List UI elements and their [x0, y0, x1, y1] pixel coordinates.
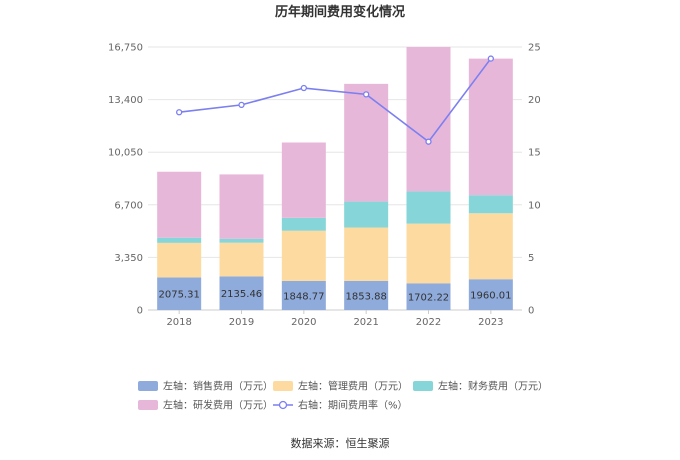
x-tick-label: 2021 — [353, 317, 378, 328]
bar-segment-0 — [344, 280, 389, 310]
legend-label: 左轴：财务费用（万元） — [438, 380, 548, 393]
rate-point — [176, 109, 183, 116]
rate-point — [300, 84, 307, 92]
chart-title: 历年期间费用变化情况 — [275, 4, 405, 20]
bar-segment-0 — [281, 280, 326, 310]
bar-series — [157, 46, 513, 310]
right-tick-label: 5 — [528, 253, 534, 264]
bar-segment-2 — [219, 238, 264, 243]
bar-segment-3 — [281, 142, 326, 218]
bar-segment-2 — [157, 237, 202, 243]
bar-segment-2 — [468, 195, 513, 214]
bar-segment-3 — [219, 174, 264, 239]
rate-line — [179, 58, 492, 143]
legend-label: 左轴：销售费用（万元） — [163, 380, 273, 393]
left-tick-label: 10,050 — [108, 148, 143, 159]
x-tick-label: 2019 — [229, 317, 254, 328]
legend-swatch — [138, 381, 158, 391]
rate-line-series — [176, 55, 494, 145]
legend-swatch — [413, 381, 433, 391]
rate-point — [363, 91, 370, 98]
left-tick-label: 13,400 — [108, 95, 143, 106]
bar-segment-3 — [157, 171, 202, 238]
bar-segment-0 — [157, 277, 202, 310]
left-tick-label: 16,750 — [108, 43, 143, 54]
bar-value-label: 1848.77 — [283, 291, 324, 302]
bar-segment-0 — [219, 276, 264, 310]
legend-label: 左轴：研发费用（万元） — [163, 399, 273, 412]
bar-segment-1 — [344, 227, 389, 281]
legend-swatch — [273, 381, 293, 391]
legend-label: 左轴：管理费用（万元） — [298, 380, 408, 393]
bar-value-label: 1960.01 — [470, 291, 511, 302]
rate-point — [487, 55, 494, 62]
left-tick-label: 3,350 — [114, 253, 143, 264]
bar-value-label: 2135.46 — [221, 289, 262, 300]
bar-segment-2 — [344, 201, 389, 228]
x-tick-label: 2020 — [291, 317, 316, 328]
bar-value-label: 2075.31 — [158, 290, 199, 301]
x-tick-label: 2022 — [416, 317, 441, 328]
right-tick-label: 10 — [528, 200, 541, 211]
bar-segment-1 — [219, 242, 264, 277]
rate-point — [238, 101, 245, 109]
bar-segment-3 — [406, 46, 451, 192]
bar-segment-3 — [344, 83, 389, 202]
bar-segment-2 — [406, 191, 451, 224]
bar-segment-2 — [281, 217, 326, 231]
right-tick-label: 25 — [528, 43, 541, 54]
bar-segment-1 — [468, 213, 513, 280]
data-source: 数据来源：恒生聚源 — [291, 436, 390, 450]
bar-value-label: 1853.88 — [345, 291, 386, 302]
left-tick-label: 6,700 — [114, 200, 143, 211]
x-tick-label: 2023 — [478, 317, 503, 328]
bar-segment-0 — [468, 279, 513, 310]
bar-segment-3 — [468, 58, 513, 196]
bar-labels: 2075.31 2135.46 1848.77 1853.88 1702.22 1960.… — [158, 289, 511, 303]
left-axis: 0 3,350 6,700 10,050 13,400 16,750 — [108, 43, 143, 317]
bar-value-label: 1702.22 — [408, 293, 449, 304]
right-tick-label: 0 — [528, 306, 534, 317]
right-tick-label: 20 — [528, 95, 541, 106]
legend-swatch — [138, 400, 158, 410]
x-axis: 2018 2019 2020 2021 2022 2023 — [166, 310, 504, 328]
bar-segment-1 — [406, 223, 451, 284]
legend: 左轴：销售费用（万元） 左轴：管理费用（万元） 左轴：财务费用（万元） 左轴：研发费用… — [138, 380, 548, 412]
x-tick-label: 2018 — [166, 317, 191, 328]
rate-point — [425, 138, 432, 145]
legend-label: 右轴：期间费用率（%） — [298, 399, 408, 412]
bar-segment-1 — [281, 230, 326, 281]
right-axis: 0 5 10 15 20 25 — [528, 43, 541, 317]
right-tick-label: 15 — [528, 148, 541, 159]
bar-segment-1 — [157, 242, 202, 278]
legend-marker — [278, 400, 288, 410]
grid — [148, 46, 522, 311]
bar-segment-0 — [406, 283, 451, 310]
left-tick-label: 0 — [137, 306, 143, 317]
